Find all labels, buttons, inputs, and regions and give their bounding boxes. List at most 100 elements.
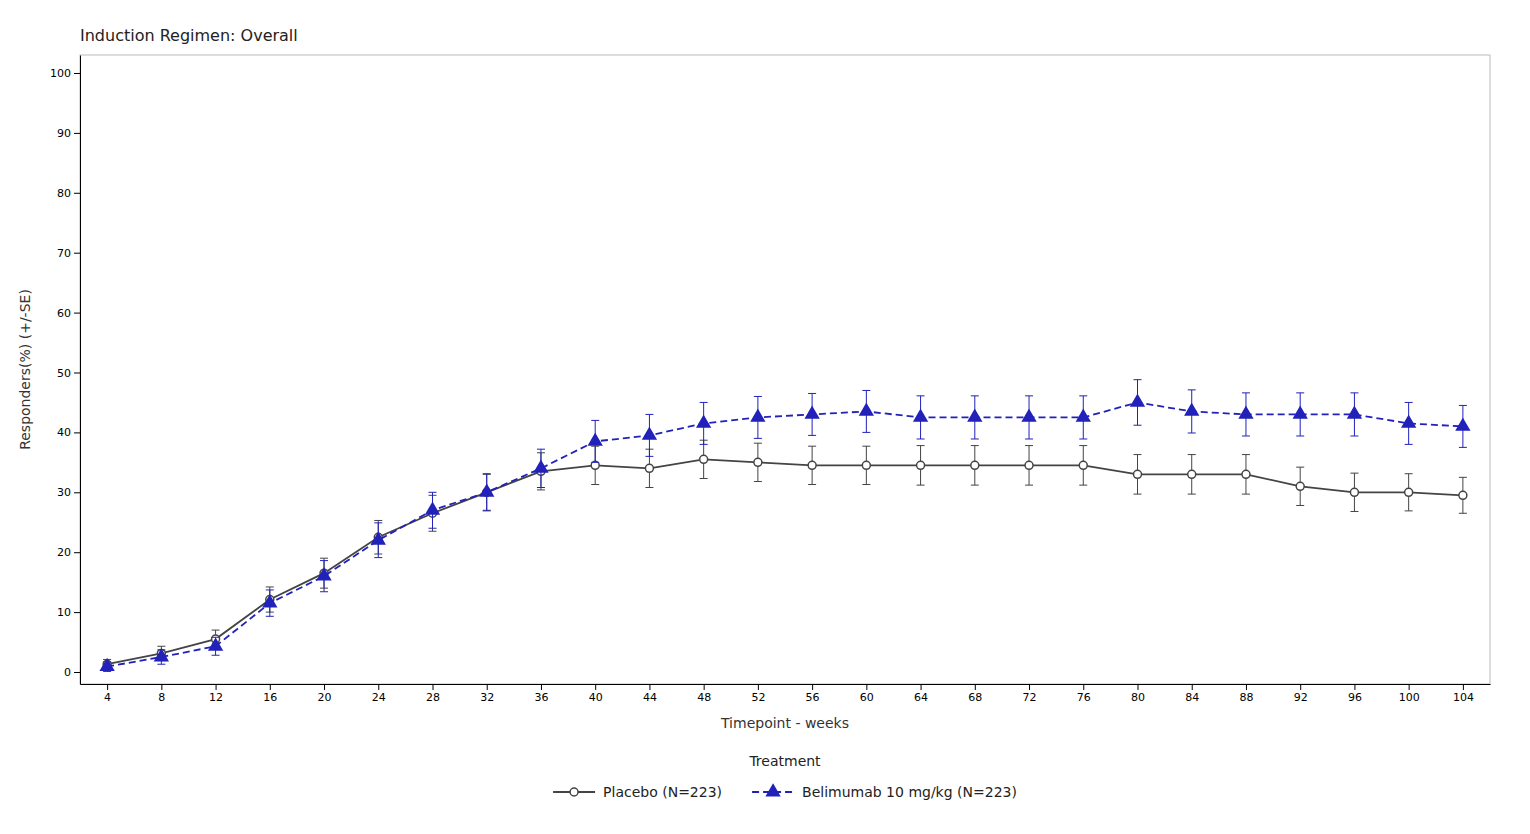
x-tick-label: 76 [1077, 691, 1091, 704]
marker [1077, 410, 1090, 421]
x-tick: 16 [263, 684, 277, 704]
y-tick-label: 50 [57, 367, 71, 380]
error-bar [1079, 446, 1087, 486]
y-tick-mark [74, 372, 80, 373]
x-tick: 48 [697, 684, 711, 704]
x-tick-mark [1300, 684, 1301, 690]
legend: TreatmentPlacebo (N=223)Belimumab 10 mg/… [553, 753, 1017, 800]
x-tick-mark [649, 684, 650, 690]
error-bar [862, 446, 870, 484]
marker [860, 404, 873, 415]
error-bar [917, 446, 925, 486]
y-tick: 90 [57, 127, 80, 140]
marker [1242, 470, 1250, 478]
x-tick: 96 [1348, 684, 1362, 704]
x-tick-label: 104 [1453, 691, 1474, 704]
x-tick-mark [216, 684, 217, 690]
marker [914, 410, 927, 421]
x-tick: 100 [1399, 684, 1420, 704]
marker [1402, 416, 1415, 427]
marker [1296, 482, 1304, 490]
marker [1350, 488, 1358, 496]
y-tick: 50 [57, 367, 80, 380]
x-axis-line [81, 684, 1491, 685]
error-bar [1459, 477, 1467, 513]
x-tick-label: 72 [1023, 691, 1037, 704]
error-bar [971, 446, 979, 486]
marker [968, 410, 981, 421]
chart: 4812162024283236404448525660646872768084… [0, 0, 1530, 834]
x-tick-mark [866, 684, 867, 690]
x-tick-label: 28 [426, 691, 440, 704]
marker [752, 410, 765, 421]
x-tick-label: 80 [1131, 691, 1145, 704]
marker [101, 659, 114, 670]
x-tick: 104 [1453, 684, 1474, 704]
error-bar [1405, 474, 1413, 511]
x-tick-label: 32 [480, 691, 494, 704]
x-tick: 64 [914, 684, 928, 704]
marker [426, 503, 439, 514]
y-tick-mark [74, 432, 80, 433]
y-tick: 40 [57, 426, 80, 439]
x-tick-mark [378, 684, 379, 690]
x-tick-label: 92 [1294, 691, 1308, 704]
marker [1459, 491, 1467, 499]
x-tick-mark [1029, 684, 1030, 690]
error-bar [1134, 455, 1142, 495]
x-tick-mark [1354, 684, 1355, 690]
x-tick: 44 [643, 684, 657, 704]
marker [1457, 419, 1470, 430]
x-tick: 56 [806, 684, 820, 704]
y-tick-label: 40 [57, 426, 71, 439]
series [101, 380, 1469, 672]
y-tick-mark [74, 133, 80, 134]
series-line [107, 402, 1463, 666]
x-tick: 40 [589, 684, 603, 704]
y-axis-title: Responders(%) (+/-SE) [17, 289, 33, 450]
x-tick: 8 [158, 684, 165, 704]
marker [480, 485, 493, 496]
marker [808, 461, 816, 469]
x-tick-mark [1138, 684, 1139, 690]
marker [1405, 488, 1413, 496]
series [103, 440, 1467, 669]
x-tick: 80 [1131, 684, 1145, 704]
y-tick-label: 70 [57, 247, 71, 260]
y-tick: 60 [57, 307, 80, 320]
y-axis-line [80, 56, 81, 685]
x-tick-label: 84 [1185, 691, 1199, 704]
x-tick-mark [975, 684, 976, 690]
x-tick-label: 44 [643, 691, 657, 704]
y-tick: 100 [50, 67, 80, 80]
x-tick-label: 52 [751, 691, 765, 704]
marker [318, 569, 331, 580]
x-tick-label: 20 [318, 691, 332, 704]
error-bar [808, 446, 816, 484]
legend-marker [570, 788, 578, 796]
y-tick-mark [74, 193, 80, 194]
x-tick: 36 [534, 684, 548, 704]
marker [1025, 461, 1033, 469]
legend-label: Placebo (N=223) [603, 784, 722, 800]
marker [1131, 395, 1144, 406]
x-tick-mark [1192, 684, 1193, 690]
x-tick-label: 60 [860, 691, 874, 704]
x-tick: 84 [1185, 684, 1199, 704]
x-tick: 52 [751, 684, 765, 704]
x-tick-label: 4 [104, 691, 111, 704]
marker [645, 464, 653, 472]
x-tick-mark [1463, 684, 1464, 690]
x-tick-mark [1083, 684, 1084, 690]
y-tick: 30 [57, 486, 80, 499]
x-tick-mark [487, 684, 488, 690]
marker [1348, 407, 1361, 418]
marker [1188, 470, 1196, 478]
y-tick-mark [74, 253, 80, 254]
x-tick: 24 [372, 684, 386, 704]
y-tick: 0 [64, 666, 80, 679]
x-tick-mark [704, 684, 705, 690]
marker [1185, 404, 1198, 415]
x-tick: 72 [1023, 684, 1037, 704]
error-bar [754, 443, 762, 481]
